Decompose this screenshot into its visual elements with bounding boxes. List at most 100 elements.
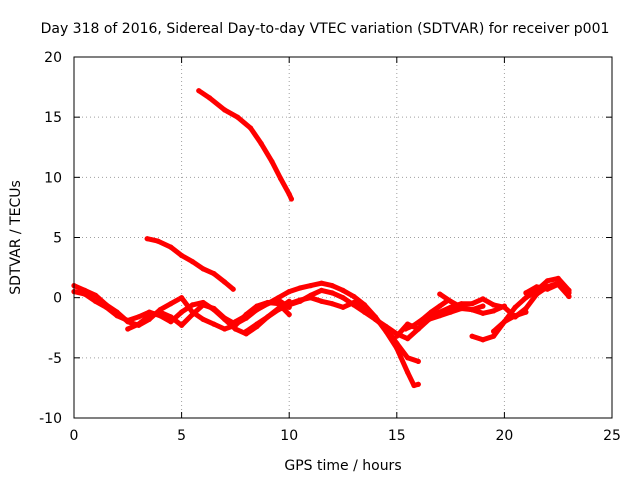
data-point — [82, 291, 88, 297]
data-point — [243, 328, 249, 334]
data-point — [308, 295, 314, 301]
data-point — [222, 315, 228, 321]
data-point — [534, 284, 540, 290]
data-point — [136, 321, 142, 327]
data-point — [297, 285, 303, 291]
data-point — [235, 114, 241, 120]
data-point — [179, 322, 185, 328]
data-point — [157, 309, 163, 315]
data-point — [411, 382, 417, 389]
tick-layer: 0 5 10 15 20 25 -10 -5 0 5 10 15 20 — [39, 50, 621, 444]
y-tick-label: 15 — [44, 110, 62, 126]
data-point — [200, 302, 206, 308]
x-tick-label: 5 — [177, 428, 186, 444]
data-point — [448, 309, 454, 315]
x-tick-label: 20 — [495, 428, 513, 444]
data-point — [394, 333, 400, 339]
data-point — [222, 326, 228, 332]
data-point — [383, 323, 389, 330]
data-point — [269, 159, 275, 165]
data-point — [491, 328, 497, 334]
data-point — [523, 290, 529, 296]
data-point — [232, 326, 238, 332]
data-point — [480, 337, 486, 343]
data-point — [523, 295, 529, 301]
data-point — [361, 307, 368, 313]
data-point — [512, 304, 518, 310]
data-point — [411, 322, 417, 328]
data-point — [420, 316, 426, 322]
data-point — [555, 281, 561, 287]
data-point — [415, 358, 421, 364]
data-point — [275, 307, 281, 313]
data-point — [340, 295, 346, 301]
x-tick-label: 0 — [70, 428, 79, 444]
y-tick-label: -5 — [48, 351, 62, 367]
x-axis-label: GPS time / hours — [284, 458, 401, 474]
data-point — [523, 305, 529, 312]
data-point — [480, 296, 486, 302]
x-tick-label: 10 — [280, 428, 298, 444]
data-point — [297, 297, 303, 303]
data-point — [179, 295, 185, 301]
data-point — [288, 196, 294, 202]
data-point — [189, 302, 195, 308]
data-point — [230, 286, 236, 292]
data-point — [437, 309, 443, 315]
data-point — [189, 259, 195, 265]
data-point — [372, 316, 378, 322]
data-point — [491, 302, 497, 308]
data-point — [189, 311, 195, 318]
y-tick-label: 10 — [44, 170, 62, 186]
data-point — [566, 293, 572, 300]
data-point — [329, 301, 335, 307]
data-point — [523, 309, 529, 315]
data-point — [286, 289, 292, 295]
data-point — [480, 303, 486, 309]
y-tick-label: 0 — [53, 291, 62, 307]
data-point — [318, 280, 325, 286]
y-tick-label: 20 — [44, 50, 62, 66]
x-tick-label: 25 — [603, 428, 621, 444]
data-point — [103, 304, 109, 310]
data-point — [144, 236, 150, 242]
data-point — [155, 238, 161, 244]
data-point — [512, 313, 518, 319]
data-point — [211, 271, 217, 277]
data-point — [308, 283, 314, 289]
data-point — [469, 333, 475, 339]
data-point — [340, 287, 346, 293]
data-point — [448, 304, 454, 310]
series-line-arc-1 — [196, 88, 294, 202]
data-point — [222, 279, 228, 285]
data-point — [146, 313, 152, 319]
data-point — [286, 311, 292, 318]
data-point — [247, 125, 254, 131]
data-point — [200, 316, 206, 322]
data-point — [437, 291, 443, 297]
data-point — [544, 278, 551, 284]
data-point — [405, 355, 411, 361]
x-tick-label: 15 — [388, 428, 406, 444]
data-point — [179, 252, 185, 259]
data-point — [501, 319, 507, 325]
data-point — [222, 107, 228, 113]
data-point — [428, 309, 434, 315]
data-point — [458, 304, 464, 310]
data-point — [232, 319, 238, 325]
data-point — [351, 299, 357, 306]
data-point — [258, 141, 264, 147]
data-point — [179, 309, 185, 315]
data-point — [275, 295, 281, 301]
data-point — [340, 304, 346, 310]
series-layer — [71, 88, 572, 389]
data-point — [437, 303, 443, 309]
data-point — [329, 283, 335, 289]
y-tick-label: -10 — [39, 411, 62, 427]
data-point — [469, 301, 475, 307]
data-point — [286, 301, 292, 307]
data-point — [168, 244, 174, 250]
data-point — [329, 290, 335, 296]
data-point — [405, 336, 411, 342]
